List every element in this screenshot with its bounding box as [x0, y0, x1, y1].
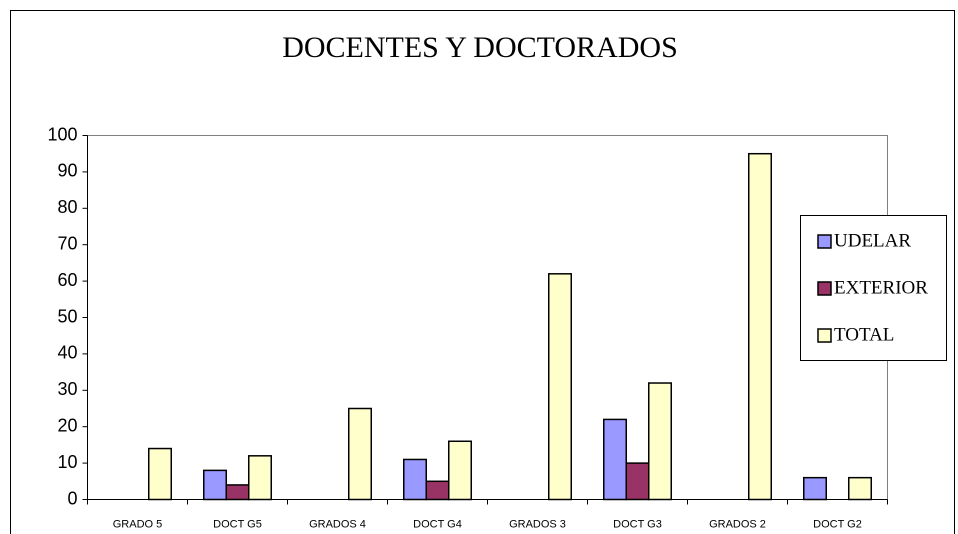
bar [548, 273, 572, 501]
bar [425, 480, 450, 501]
x-tick-label: DOCT G3 [613, 518, 662, 530]
bar [648, 382, 672, 501]
y-tick-label: 80 [57, 197, 77, 217]
bar [248, 455, 272, 501]
bar [225, 484, 250, 501]
bar [403, 458, 427, 501]
y-tick-label: 90 [57, 161, 77, 181]
x-tick-label: GRADO 5 [113, 518, 163, 530]
bar [348, 407, 372, 501]
bar [448, 440, 472, 501]
chart-frame [10, 10, 955, 534]
legend-swatch [817, 281, 832, 296]
y-tick-label: 0 [67, 488, 77, 508]
y-tick-label: 50 [57, 306, 77, 326]
y-tick-label: 100 [47, 124, 77, 144]
bar [748, 152, 772, 501]
y-tick-label: 20 [57, 415, 77, 435]
y-tick-label: 60 [57, 270, 77, 290]
x-tick-label: DOCT G5 [213, 518, 262, 530]
bar [148, 447, 172, 501]
legend-swatch [817, 234, 832, 249]
legend-label: UDELAR [834, 230, 911, 251]
x-tick-label: DOCT G4 [413, 518, 462, 530]
bar [203, 469, 227, 501]
bar [803, 476, 827, 501]
bar [625, 462, 650, 501]
bar [848, 476, 872, 501]
y-tick-label: 70 [57, 233, 77, 253]
y-tick-label: 40 [57, 343, 77, 363]
chart-title: DOCENTES Y DOCTORADOS [282, 31, 678, 64]
y-tick-label: 30 [57, 379, 77, 399]
x-tick-label: DOCT G2 [813, 518, 862, 530]
y-tick-label: 10 [57, 452, 77, 472]
x-tick-label: GRADOS 4 [309, 518, 366, 530]
legend-label: EXTERIOR [834, 277, 928, 298]
legend-label: TOTAL [834, 324, 894, 345]
x-tick-label: GRADOS 3 [509, 518, 566, 530]
x-tick-label: GRADOS 2 [709, 518, 766, 530]
legend-swatch [817, 328, 832, 343]
bar [603, 418, 627, 501]
